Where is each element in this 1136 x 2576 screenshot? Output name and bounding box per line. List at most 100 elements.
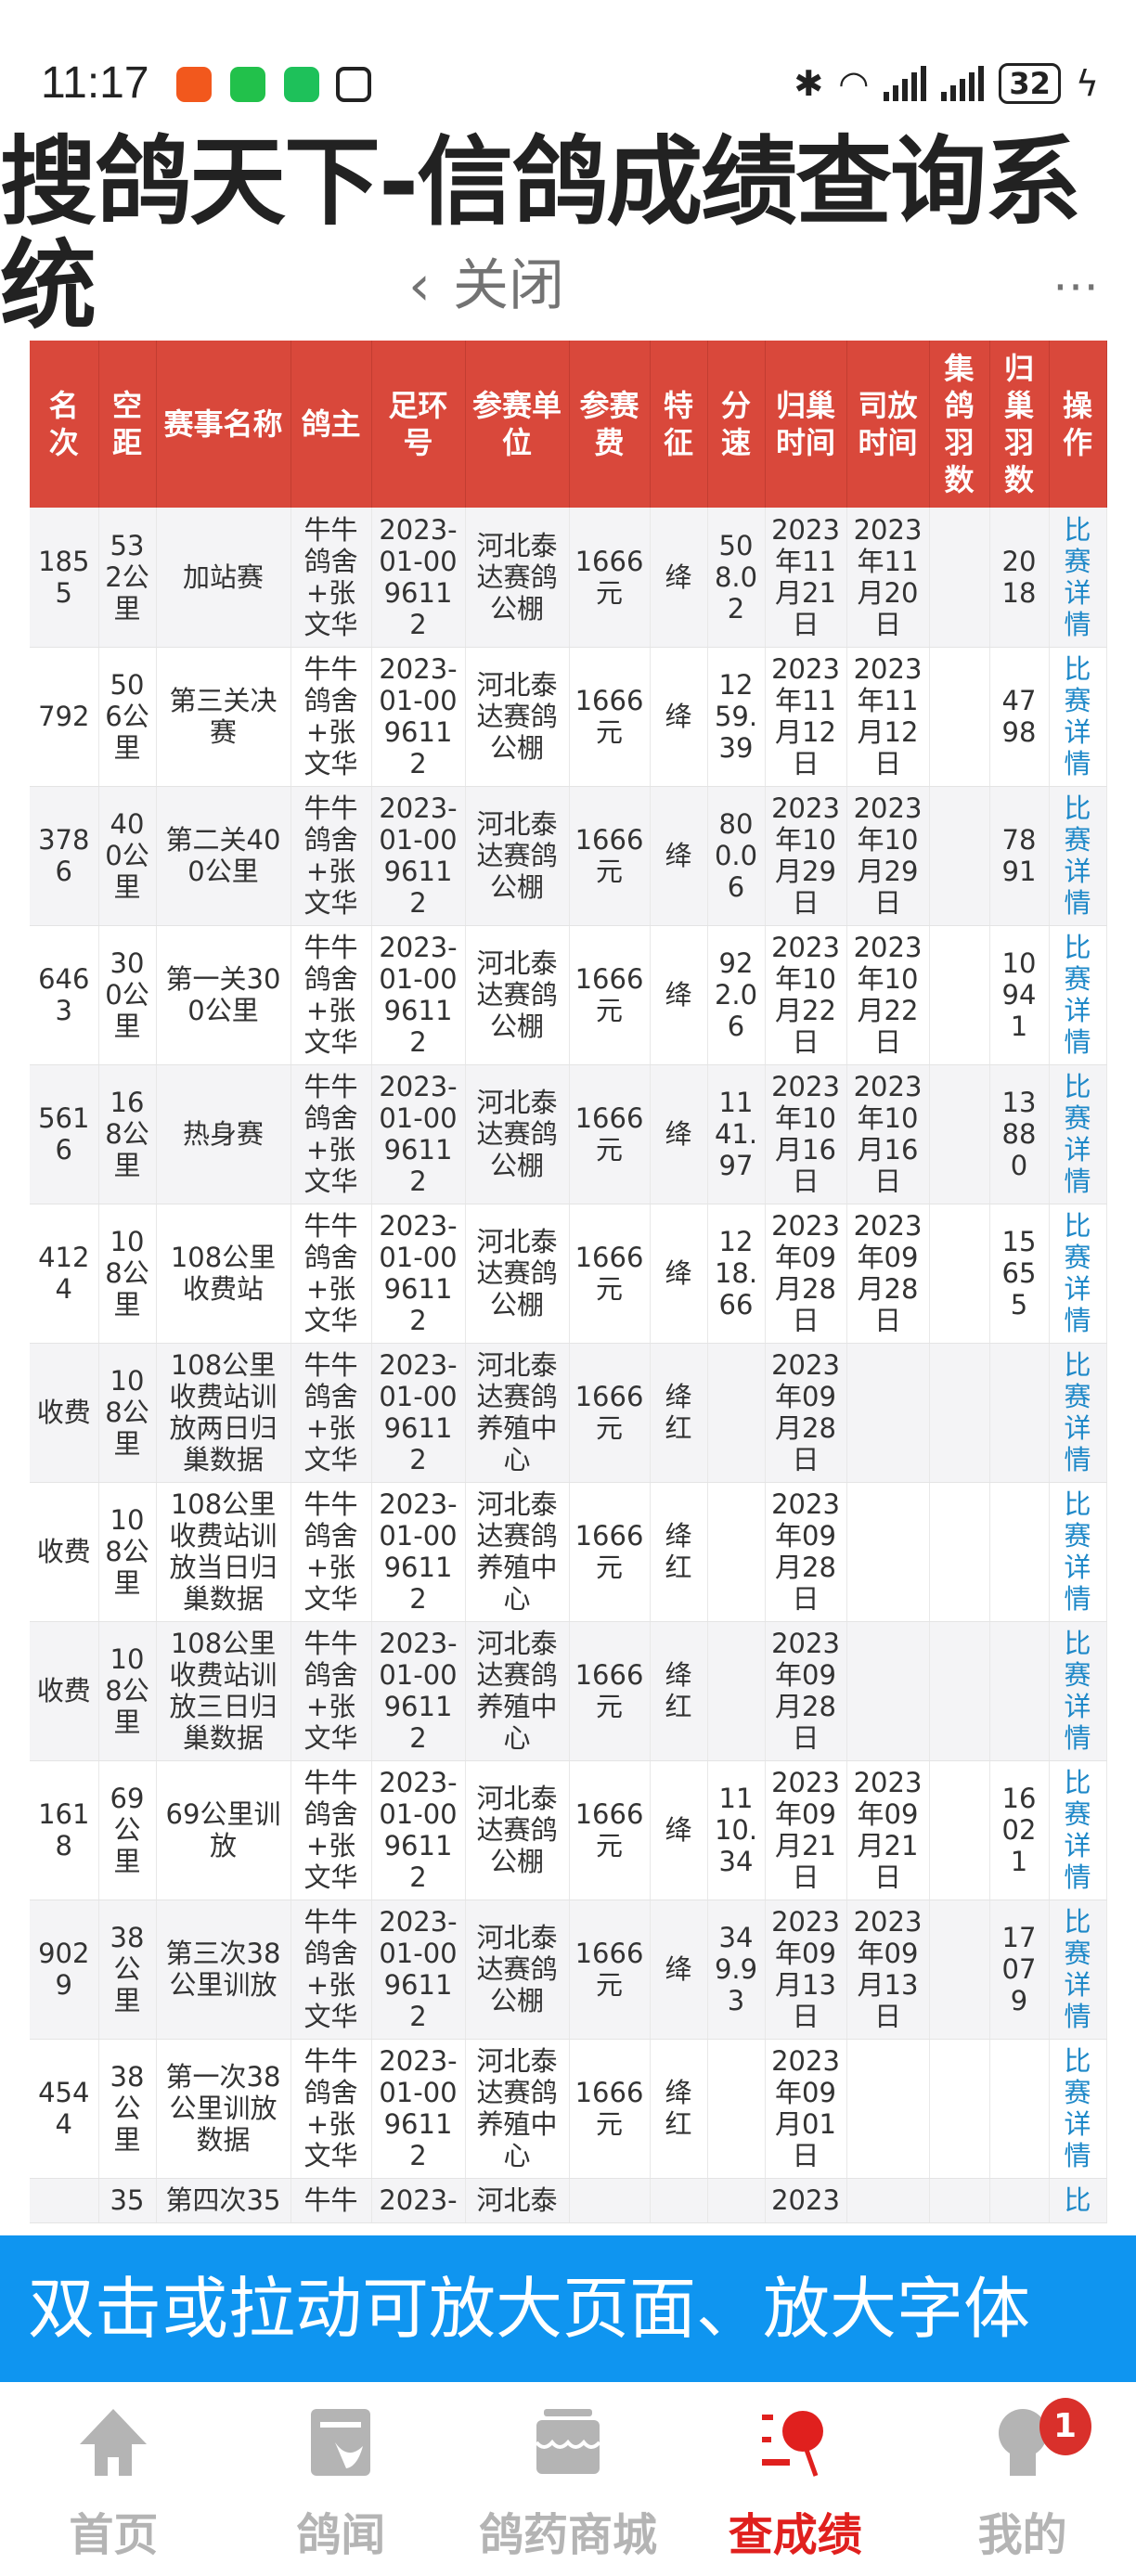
cell-event-name: 第三关决赛 <box>156 647 291 787</box>
wechat-icon <box>230 67 265 102</box>
cell-owner: 牛牛鸽舍+张文华 <box>290 508 372 648</box>
cell-speed <box>707 1343 766 1483</box>
table-row: 1618 69公里 69公里训放 牛牛鸽舍+张文华 2023-01-0096112 河北泰… <box>30 1760 1107 1900</box>
nav-item-search-results[interactable]: 查成绩 <box>681 2382 909 2576</box>
cell-owner: 牛牛鸽舍+张文华 <box>290 1760 372 1900</box>
nav-item-profile[interactable]: 1 我的 <box>909 2382 1136 2576</box>
match-details-link[interactable]: 比赛详情 <box>1049 925 1107 1065</box>
cell-ring-number: 2023-01-0096112 <box>371 1064 466 1204</box>
header-ring-number: 足环号 <box>371 341 466 508</box>
cell-returned-count <box>989 1621 1050 1761</box>
bluetooth-icon: ✱ <box>794 63 824 104</box>
cell-return-time: 2023 <box>765 2178 847 2223</box>
cell-feature: 绛红 <box>650 1482 708 1622</box>
cell-rank: 3786 <box>30 786 99 926</box>
cell-feature: 绛 <box>650 647 708 787</box>
nav-label: 查成绩 <box>728 2509 862 2561</box>
table-row: 792 506公里 第三关决赛 牛牛鸽舍+张文华 2023-01-0096112 河北泰达… <box>30 647 1107 787</box>
cell-feature: 绛红 <box>650 1621 708 1761</box>
cell-speed <box>707 1482 766 1622</box>
table-row: 4124 108公里 108公里收费站 牛牛鸽舍+张文华 2023-01-0096112… <box>30 1204 1107 1344</box>
cell-distance: 532公里 <box>98 508 157 648</box>
table-row: 1855 532公里 加站赛 牛牛鸽舍+张文华 2023-01-0096112 河北泰达赛… <box>30 508 1107 648</box>
match-details-link[interactable]: 比赛详情 <box>1049 1482 1107 1622</box>
match-details-link[interactable]: 比赛详情 <box>1049 647 1107 787</box>
signal-icon-2 <box>941 66 985 101</box>
close-button[interactable]: ‹ 关闭 <box>408 249 564 323</box>
cell-event-name: 108公里收费站训放三日归巢数据 <box>156 1621 291 1761</box>
cell-event-name: 108公里收费站 <box>156 1204 291 1344</box>
cell-ring-number: 2023-01-0096112 <box>371 1204 466 1344</box>
match-details-link[interactable]: 比赛详情 <box>1049 1900 1107 2040</box>
cell-release-time: 2023年09月28日 <box>846 1204 930 1344</box>
cell-distance: 400公里 <box>98 786 157 926</box>
nav-label: 我的 <box>977 2509 1067 2561</box>
more-icon[interactable]: ⋯ <box>1052 259 1099 313</box>
header-feature: 特征 <box>650 341 708 508</box>
cell-rank: 4124 <box>30 1204 99 1344</box>
page-title: 搜鸽天下-信鸽成绩查询系统 <box>0 130 1081 338</box>
cell-entry-fee: 1666元 <box>569 1204 651 1344</box>
cell-distance: 108公里 <box>98 1204 157 1344</box>
cell-collected-count <box>929 2039 990 2179</box>
match-details-link[interactable]: 比赛详情 <box>1049 1064 1107 1204</box>
cell-organization: 河北泰达赛鸽公棚 <box>465 1064 570 1204</box>
cell-return-time: 2023年09月21日 <box>765 1760 847 1900</box>
match-details-link[interactable]: 比赛详情 <box>1049 508 1107 648</box>
cell-owner: 牛牛鸽舍+张文华 <box>290 1064 372 1204</box>
cell-collected-count <box>929 2178 990 2223</box>
cell-rank: 792 <box>30 647 99 787</box>
cell-ring-number: 2023-01-0096112 <box>371 1760 466 1900</box>
table-row: 9029 38公里 第三次38公里训放 牛牛鸽舍+张文华 2023-01-0096112… <box>30 1900 1107 2040</box>
cell-returned-count: 17079 <box>989 1900 1050 2040</box>
cell-collected-count <box>929 1621 990 1761</box>
cell-return-time: 2023年09月13日 <box>765 1900 847 2040</box>
cell-rank: 1618 <box>30 1760 99 1900</box>
cell-ring-number: 2023-01-0096112 <box>371 925 466 1065</box>
cell-returned-count: 4798 <box>989 647 1050 787</box>
cell-speed: 349.93 <box>707 1900 766 2040</box>
cell-organization: 河北泰达赛鸽公棚 <box>465 1760 570 1900</box>
cell-owner: 牛牛鸽舍+张文华 <box>290 1900 372 2040</box>
cell-entry-fee: 1666元 <box>569 1621 651 1761</box>
match-details-link[interactable]: 比赛详情 <box>1049 786 1107 926</box>
match-details-link[interactable]: 比赛详情 <box>1049 2039 1107 2179</box>
results-table: 名次 空距 赛事名称 鸽主 足环号 参赛单位 参赛费 特征 分速 归巢时间 司放时间 集鸽羽数 归巢羽数… <box>30 341 1107 2223</box>
cell-owner: 牛牛鸽舍+张文华 <box>290 1621 372 1761</box>
cell-return-time: 2023年10月22日 <box>765 925 847 1065</box>
cell-distance: 108公里 <box>98 1482 157 1622</box>
cell-owner: 牛牛鸽舍+张文华 <box>290 925 372 1065</box>
close-label: 关闭 <box>453 253 564 318</box>
cell-organization: 河北泰达赛鸽养殖中心 <box>465 1343 570 1483</box>
cell-feature: 绛 <box>650 925 708 1065</box>
cell-organization: 河北泰达赛鸽公棚 <box>465 1204 570 1344</box>
nav-item-store[interactable]: 鸽药商城 <box>455 2382 682 2576</box>
cell-entry-fee: 1666元 <box>569 508 651 648</box>
back-icon: ‹ <box>408 253 431 318</box>
nav-item-news[interactable]: 鸽闻 <box>227 2382 455 2576</box>
cell-rank: 收费 <box>30 1621 99 1761</box>
match-details-link[interactable]: 比 <box>1049 2178 1107 2223</box>
cell-ring-number: 2023-01-0096112 <box>371 1621 466 1761</box>
nav-item-home[interactable]: 首页 <box>0 2382 227 2576</box>
cell-speed: 508.02 <box>707 508 766 648</box>
cell-distance: 38公里 <box>98 1900 157 2040</box>
cell-owner: 牛牛鸽舍+张文华 <box>290 2039 372 2179</box>
cell-collected-count <box>929 786 990 926</box>
cell-distance: 69公里 <box>98 1760 157 1900</box>
cell-entry-fee: 1666元 <box>569 2039 651 2179</box>
header-returned-count: 归巢羽数 <box>989 341 1050 508</box>
cell-returned-count: 13880 <box>989 1064 1050 1204</box>
cell-release-time: 2023年10月22日 <box>846 925 930 1065</box>
header-rank: 名次 <box>30 341 99 508</box>
cell-ring-number: 2023- <box>371 2178 466 2223</box>
match-details-link[interactable]: 比赛详情 <box>1049 1621 1107 1761</box>
match-details-link[interactable]: 比赛详情 <box>1049 1760 1107 1900</box>
cell-rank: 9029 <box>30 1900 99 2040</box>
nav-label: 鸽闻 <box>296 2509 386 2561</box>
cell-entry-fee: 1666元 <box>569 1760 651 1900</box>
table-header: 名次 空距 赛事名称 鸽主 足环号 参赛单位 参赛费 特征 分速 归巢时间 司放时间 集鸽羽数 归巢羽数… <box>30 341 1107 508</box>
match-details-link[interactable]: 比赛详情 <box>1049 1204 1107 1344</box>
match-details-link[interactable]: 比赛详情 <box>1049 1343 1107 1483</box>
header-event-name: 赛事名称 <box>156 341 291 508</box>
